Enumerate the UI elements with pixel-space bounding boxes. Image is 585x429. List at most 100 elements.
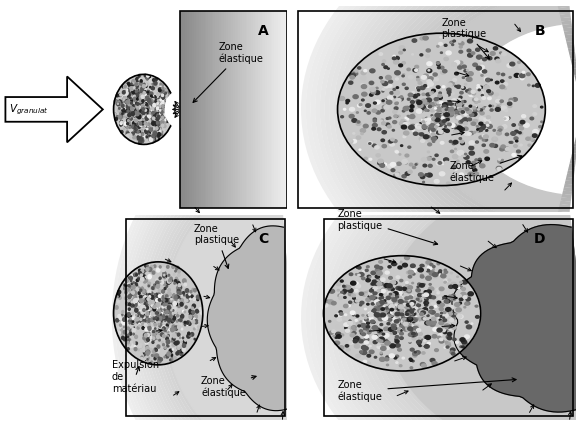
Circle shape (151, 296, 154, 299)
Circle shape (343, 349, 346, 351)
Circle shape (405, 297, 409, 300)
Circle shape (155, 337, 157, 339)
Circle shape (482, 135, 486, 137)
Circle shape (141, 108, 144, 111)
Circle shape (119, 317, 121, 320)
Circle shape (359, 292, 363, 295)
Circle shape (144, 121, 146, 125)
Circle shape (402, 291, 404, 292)
Circle shape (445, 324, 449, 327)
Circle shape (460, 281, 462, 283)
Circle shape (168, 289, 170, 291)
Circle shape (131, 132, 133, 134)
Circle shape (157, 107, 159, 109)
Circle shape (151, 320, 153, 322)
Circle shape (396, 315, 400, 318)
Circle shape (145, 269, 146, 271)
Circle shape (135, 121, 138, 125)
Circle shape (122, 85, 125, 88)
Circle shape (165, 92, 167, 94)
Circle shape (415, 164, 417, 165)
Circle shape (134, 299, 137, 302)
Circle shape (349, 81, 353, 84)
Circle shape (372, 310, 376, 312)
Circle shape (135, 122, 137, 125)
Circle shape (373, 292, 377, 295)
Circle shape (146, 351, 149, 355)
Circle shape (361, 133, 363, 135)
Circle shape (143, 106, 146, 109)
Circle shape (404, 125, 409, 129)
Circle shape (431, 91, 433, 94)
Wedge shape (479, 242, 585, 393)
Circle shape (358, 325, 360, 327)
Circle shape (498, 96, 501, 98)
Circle shape (142, 92, 144, 95)
Bar (180, 11, 287, 208)
Circle shape (163, 111, 164, 112)
Circle shape (345, 314, 347, 316)
Circle shape (378, 293, 382, 295)
Circle shape (177, 319, 180, 321)
Circle shape (402, 312, 407, 315)
Circle shape (404, 305, 408, 308)
Circle shape (349, 301, 352, 303)
Circle shape (436, 62, 439, 64)
Circle shape (135, 85, 138, 88)
Circle shape (423, 308, 428, 311)
Circle shape (417, 298, 419, 300)
Circle shape (472, 92, 476, 95)
Circle shape (163, 315, 164, 317)
Circle shape (129, 115, 132, 119)
Circle shape (422, 344, 426, 346)
Circle shape (414, 115, 417, 117)
Circle shape (143, 107, 146, 110)
Circle shape (128, 308, 130, 310)
Circle shape (177, 345, 180, 349)
Circle shape (178, 284, 181, 287)
Circle shape (442, 325, 445, 327)
Circle shape (350, 107, 355, 111)
Circle shape (149, 134, 151, 137)
Circle shape (143, 107, 146, 110)
Circle shape (438, 272, 441, 274)
Circle shape (409, 329, 411, 331)
Circle shape (405, 319, 410, 322)
Circle shape (504, 88, 507, 89)
Circle shape (453, 317, 455, 318)
Circle shape (367, 362, 370, 365)
Circle shape (156, 113, 159, 117)
Circle shape (332, 302, 336, 305)
Circle shape (115, 113, 116, 115)
Circle shape (434, 106, 438, 108)
Circle shape (165, 118, 167, 121)
Circle shape (153, 97, 155, 100)
Circle shape (128, 313, 129, 314)
Circle shape (387, 68, 389, 69)
Circle shape (154, 322, 155, 323)
Circle shape (153, 317, 156, 320)
Circle shape (141, 314, 144, 317)
Circle shape (438, 109, 440, 112)
Circle shape (188, 332, 191, 336)
Circle shape (466, 77, 472, 81)
Circle shape (155, 310, 158, 313)
Bar (187, 11, 189, 208)
Wedge shape (121, 123, 305, 429)
Circle shape (144, 295, 146, 297)
Circle shape (134, 345, 136, 347)
Circle shape (406, 284, 409, 287)
Circle shape (139, 325, 140, 326)
Circle shape (130, 87, 133, 91)
Circle shape (135, 108, 137, 110)
Circle shape (157, 313, 158, 314)
Circle shape (167, 313, 170, 317)
Circle shape (140, 299, 143, 302)
Circle shape (452, 166, 456, 169)
Circle shape (132, 131, 135, 134)
Circle shape (404, 121, 406, 123)
Wedge shape (159, 167, 302, 429)
Circle shape (352, 303, 354, 304)
Circle shape (149, 132, 150, 133)
Circle shape (143, 83, 146, 87)
